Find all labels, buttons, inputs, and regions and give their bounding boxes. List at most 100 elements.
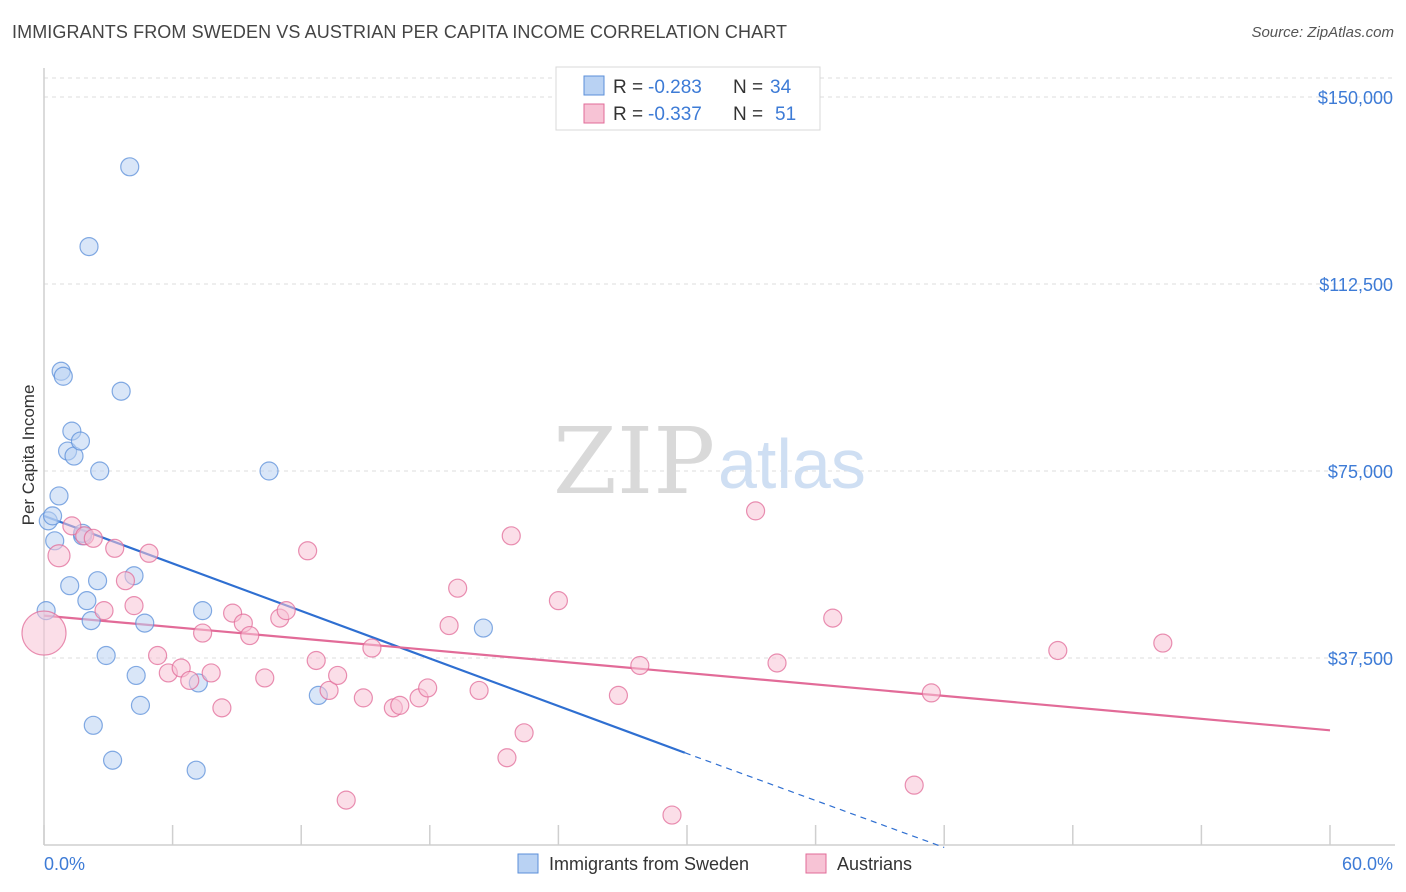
sweden-point-8: [60, 576, 80, 596]
legend-n-value-1: 34: [770, 77, 792, 98]
y-tick-label-1: $75,000: [1328, 462, 1393, 482]
austrians-point-48: [904, 775, 924, 795]
austrians-point-5: [94, 601, 114, 621]
gridlines: [44, 77, 1395, 659]
austrians-point-42: [630, 655, 650, 676]
sweden-point-20: [102, 750, 123, 770]
correlation-legend: R = -0.283 N = 34 R = -0.337 N = 51: [555, 66, 821, 131]
austrians-point-26: [328, 665, 348, 686]
sweden-point-2: [42, 506, 63, 526]
austrians-point-8: [124, 596, 144, 616]
austrians-point-41: [608, 685, 629, 706]
data-points: [21, 157, 1173, 825]
sweden-point-15: [81, 610, 101, 631]
sweden-point-14: [79, 237, 99, 257]
austrians-trend-line: [43, 614, 1331, 732]
austrians-point-13: [180, 670, 200, 691]
austrians-point-22: [276, 601, 296, 621]
austrians-point-43: [662, 805, 682, 825]
legend-n-label-2: N =: [733, 104, 763, 125]
legend-n-value-2: 51: [775, 104, 796, 125]
austrians-point-0: [21, 610, 67, 656]
series-austrians: [21, 501, 1173, 825]
austrians-point-40: [548, 591, 569, 611]
sweden-point-19: [96, 645, 116, 666]
austrians-point-29: [362, 638, 382, 658]
austrians-point-10: [147, 645, 168, 666]
austrians-point-31: [390, 695, 410, 715]
sweden-point-32: [473, 618, 493, 638]
austrians-point-34: [439, 615, 459, 636]
austrians-point-50: [1153, 633, 1173, 653]
sweden-point-16: [83, 715, 103, 735]
austrians-point-20: [255, 668, 275, 688]
x-tick-label-1: 60.0%: [1342, 854, 1393, 874]
austrians-point-25: [319, 680, 339, 701]
sweden-point-4: [49, 486, 69, 506]
sweden-point-6: [53, 366, 73, 386]
y-tick-label-3: $150,000: [1318, 88, 1393, 108]
y-tick-labels: $37,500 $75,000 $112,500 $150,000: [1318, 88, 1393, 669]
bottom-legend-label-sweden: Immigrants from Sweden: [549, 854, 749, 874]
legend-r-value-1: -0.283: [648, 77, 702, 98]
legend-swatch-blue: [583, 75, 605, 96]
austrians-point-15: [201, 663, 221, 683]
austrians-point-36: [469, 680, 489, 701]
austrians-point-19: [240, 625, 260, 646]
sweden-point-27: [186, 760, 206, 780]
x-tick-label-0: 0.0%: [44, 854, 85, 874]
sweden-point-25: [130, 695, 151, 715]
legend-r-value-2: -0.337: [648, 104, 702, 125]
austrians-point-49: [1048, 640, 1068, 661]
austrians-point-33: [418, 678, 438, 698]
sweden-point-22: [120, 157, 140, 177]
trend-lines: [43, 514, 1331, 849]
y-tick-label-0: $37,500: [1328, 649, 1393, 669]
y-axis-label: Per Capita Income: [19, 385, 38, 526]
sweden-point-13: [77, 591, 97, 611]
austrians-point-4: [83, 528, 103, 548]
austrians-point-9: [139, 543, 159, 563]
sweden-point-17: [87, 571, 108, 591]
sweden-point-30: [259, 461, 279, 481]
austrians-point-45: [767, 653, 787, 673]
y-tick-label-2: $112,500: [1319, 275, 1393, 295]
austrians-point-39: [514, 723, 534, 743]
austrians-point-44: [745, 501, 766, 521]
bottom-legend-label-austrians: Austrians: [837, 854, 912, 874]
austrians-point-1: [47, 544, 71, 568]
austrians-point-38: [501, 526, 521, 546]
austrians-point-14: [193, 623, 213, 643]
austrians-point-16: [212, 698, 232, 718]
axes: [43, 68, 1395, 846]
austrians-point-6: [105, 538, 125, 558]
austrians-point-24: [306, 650, 326, 671]
watermark-atlas: atlas: [718, 425, 866, 503]
austrians-point-47: [921, 683, 941, 703]
watermark-zip: ZIP: [553, 408, 715, 515]
sweden-point-29: [193, 601, 213, 621]
source-label: Source: ZipAtlas.com: [1251, 24, 1394, 41]
austrians-point-46: [823, 608, 843, 628]
austrians-point-37: [497, 748, 517, 768]
series-legend: Immigrants from Sweden Austrians: [517, 853, 912, 874]
austrians-point-35: [448, 578, 468, 598]
legend-n-label-1: N =: [733, 77, 763, 98]
austrians-point-7: [115, 571, 136, 591]
sweden-point-18: [90, 461, 110, 481]
legend-swatch-pink: [583, 103, 605, 124]
sweden-point-24: [126, 665, 146, 686]
legend-r-label-1: R =: [613, 77, 643, 98]
sweden-trend-extension: [684, 752, 945, 849]
watermark: ZIP atlas: [553, 408, 866, 515]
sweden-point-11: [70, 431, 91, 451]
austrians-point-23: [298, 541, 318, 561]
chart-title: IMMIGRANTS FROM SWEDEN VS AUSTRIAN PER C…: [12, 22, 788, 42]
legend-r-label-2: R =: [613, 104, 643, 125]
x-tick-labels: 0.0% 60.0%: [44, 854, 1393, 874]
sweden-point-26: [135, 613, 155, 633]
bottom-legend-swatch-pink: [805, 853, 827, 874]
austrians-point-27: [336, 790, 356, 810]
bottom-legend-swatch-blue: [517, 853, 539, 874]
